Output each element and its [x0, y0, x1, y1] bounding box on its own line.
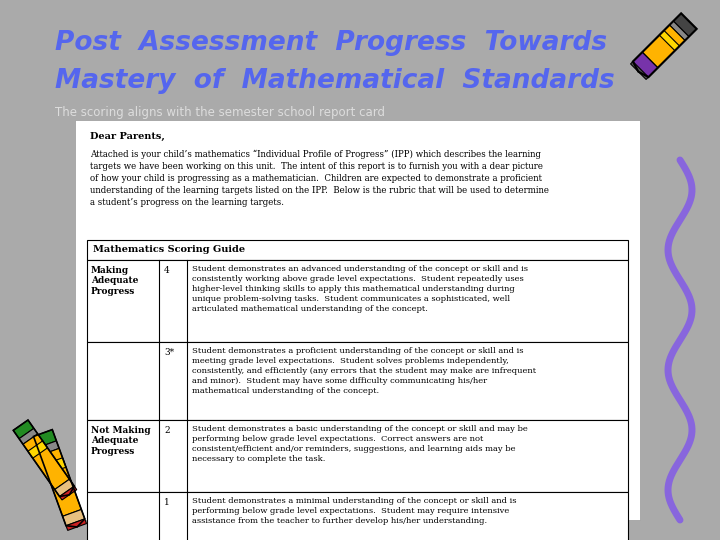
- Polygon shape: [634, 52, 658, 76]
- Polygon shape: [66, 519, 86, 530]
- Text: Mathematics Scoring Guide: Mathematics Scoring Guide: [93, 246, 245, 254]
- Text: 1: 1: [164, 498, 170, 507]
- Polygon shape: [673, 14, 697, 37]
- FancyBboxPatch shape: [75, 120, 640, 520]
- Polygon shape: [34, 430, 56, 448]
- Text: 4: 4: [164, 266, 170, 275]
- Polygon shape: [642, 25, 685, 68]
- Polygon shape: [60, 486, 77, 500]
- Polygon shape: [40, 448, 81, 516]
- Polygon shape: [660, 30, 680, 51]
- FancyBboxPatch shape: [87, 342, 628, 420]
- Polygon shape: [13, 420, 34, 438]
- Polygon shape: [44, 458, 66, 474]
- Text: Student demonstrates an advanced understanding of the concept or skill and is
co: Student demonstrates an advanced underst…: [192, 265, 528, 313]
- Text: Not Making
Adequate
Progress: Not Making Adequate Progress: [91, 426, 150, 456]
- Polygon shape: [670, 21, 689, 40]
- Text: Mastery  of  Mathematical  Standards: Mastery of Mathematical Standards: [55, 68, 615, 94]
- Text: Post  Assessment  Progress  Towards: Post Assessment Progress Towards: [55, 30, 607, 56]
- Polygon shape: [63, 509, 85, 526]
- FancyBboxPatch shape: [87, 420, 628, 492]
- Text: Attached is your child’s mathematics “Individual Profile of Progress” (IPP) whic: Attached is your child’s mathematics “In…: [90, 150, 549, 206]
- Text: 3*: 3*: [164, 348, 174, 357]
- Text: Student demonstrates a minimal understanding of the concept or skill and is
perf: Student demonstrates a minimal understan…: [192, 497, 516, 525]
- Text: The scoring aligns with the semester school report card: The scoring aligns with the semester sch…: [55, 106, 385, 119]
- FancyBboxPatch shape: [87, 260, 628, 342]
- Polygon shape: [55, 479, 74, 496]
- Text: Making
Adequate
Progress: Making Adequate Progress: [91, 266, 138, 296]
- Polygon shape: [633, 52, 658, 77]
- Text: Student demonstrates a basic understanding of the concept or skill and may be
pe: Student demonstrates a basic understandi…: [192, 425, 528, 463]
- Text: 2: 2: [164, 426, 170, 435]
- FancyBboxPatch shape: [87, 492, 628, 540]
- Polygon shape: [23, 434, 69, 490]
- Polygon shape: [28, 441, 48, 458]
- FancyBboxPatch shape: [87, 240, 628, 260]
- Polygon shape: [37, 441, 59, 455]
- Polygon shape: [19, 428, 37, 444]
- Polygon shape: [631, 60, 650, 79]
- Text: Student demonstrates a proficient understanding of the concept or skill and is
m: Student demonstrates a proficient unders…: [192, 347, 536, 395]
- Text: Dear Parents,: Dear Parents,: [90, 132, 165, 141]
